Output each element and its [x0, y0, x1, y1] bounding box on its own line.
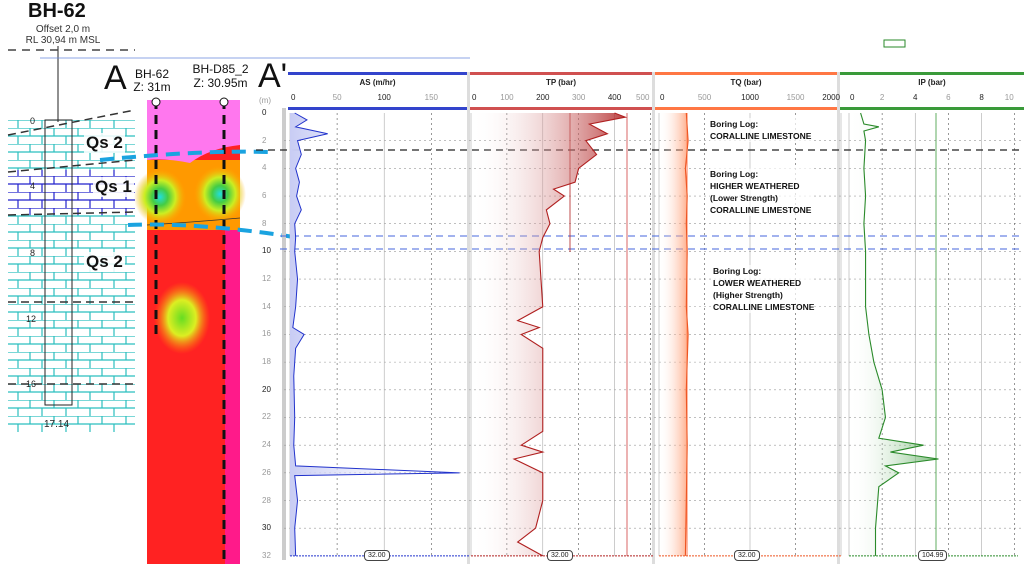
tp-axis-tick: 400: [607, 93, 622, 102]
depth-tick: 12: [262, 274, 271, 284]
tp-curve-fill: [471, 113, 626, 556]
annotation-higher-weathered: Boring Log: HIGHER WEATHERED (Lower Streng…: [710, 168, 812, 216]
borehole-title: BH-62: [28, 0, 86, 22]
log-depth-label: 4: [30, 181, 36, 191]
track-title-tp: TP (bar): [545, 78, 577, 87]
depth-tick: 16: [262, 329, 271, 339]
annotation-line: CORALLINE LIMESTONE: [710, 205, 812, 215]
ip-axis-tick: 2: [879, 93, 885, 102]
depth-tick: 18: [262, 357, 271, 367]
ip-axis-tick: 10: [1004, 93, 1014, 102]
depth-tick: 30: [262, 523, 271, 533]
tp-curve: [512, 112, 628, 557]
tq-axis-tick: 1500: [786, 93, 805, 102]
as-bottom-value: 32.00: [364, 550, 390, 561]
bh2-z: Z: 30.95m: [193, 76, 248, 90]
ip-axis-tick: 0: [850, 93, 855, 102]
layer-label: Qs 1: [93, 177, 134, 197]
resistivity-contour: [99, 97, 301, 564]
depth-tick: 28: [262, 495, 271, 505]
track-title-as: AS (m/hr): [359, 78, 396, 87]
annotation-coralline: Boring Log: CORALLINE LIMESTONE: [710, 118, 812, 142]
annotation-title: Boring Log:: [710, 119, 759, 129]
tp-axis-tick: 0: [472, 93, 477, 102]
tp-axis-tick: 100: [500, 93, 514, 102]
bh2-name: BH-D85_2: [192, 62, 249, 76]
depth-tick: 6: [262, 191, 267, 201]
depth-tick: 10: [262, 246, 271, 256]
ip-bottom-value: 104.99: [918, 550, 948, 561]
tp-axis-tick: 200: [536, 93, 550, 102]
depth-tick: 26: [262, 467, 271, 477]
annotation-line: HIGHER WEATHERED: [710, 181, 800, 191]
tq-curve-fill: [659, 113, 689, 556]
as-axis-tick: 50: [332, 93, 342, 102]
depth-tick: 24: [262, 440, 271, 450]
tp-axis-tick: 500: [636, 93, 650, 102]
depth-tick: 20: [262, 384, 271, 394]
ip-axis-tick: 8: [979, 93, 984, 102]
annotation-line: LOWER WEATHERED: [713, 278, 802, 288]
as-axis-tick: 150: [424, 93, 438, 102]
annotation-line: (Lower Strength): [710, 193, 778, 203]
ip-axis-tick: 6: [946, 93, 951, 102]
tq-axis-tick: 0: [660, 93, 665, 102]
layer-label: Qs 2: [84, 252, 125, 272]
annotation-line: CORALLINE LIMESTONE: [713, 302, 815, 312]
depth-tick: 4: [262, 163, 267, 173]
annotation-line: (Higher Strength): [713, 290, 783, 300]
tq-bottom-value: 32.00: [734, 550, 760, 561]
annotation-title: Boring Log:: [713, 266, 762, 276]
tq-axis-tick: 2000: [822, 93, 840, 102]
bh1-z: Z: 31m: [133, 80, 171, 94]
borehole-offset: Offset 2,0 m: [35, 24, 91, 35]
depth-tick: 32: [262, 550, 271, 560]
borehole-rl: RL 30,94 m MSL: [25, 35, 101, 46]
annotation-lower-weathered: Boring Log: LOWER WEATHERED (Higher Streng…: [713, 265, 815, 313]
layer-label: Qs 2: [84, 133, 125, 153]
log-chart-frame: [256, 72, 1024, 564]
as-axis-tick: 100: [377, 93, 391, 102]
annotation-title: Boring Log:: [710, 169, 759, 179]
ip-axis-tick: 4: [913, 93, 918, 102]
log-depth-label: 16: [26, 379, 37, 389]
tp-bottom-value: 32.00: [547, 550, 573, 561]
track-title-tq: TQ (bar): [730, 78, 762, 87]
tp-axis-tick: 300: [571, 93, 586, 102]
end-depth: 17.14: [44, 419, 70, 430]
depth-tick: 14: [262, 301, 271, 311]
track-title-ip: IP (bar): [918, 78, 946, 87]
depth-unit: (m): [259, 96, 271, 105]
small-selection-box[interactable]: [883, 39, 906, 48]
depth-tick: 8: [262, 218, 267, 228]
tq-curve: [684, 112, 689, 556]
section-end-label: A': [258, 57, 288, 95]
as-axis-tick: 0: [291, 93, 296, 102]
ip-curve: [860, 112, 939, 556]
depth-tick: 2: [262, 135, 267, 145]
bh1-name: BH-62: [134, 67, 169, 81]
log-depth-label: 8: [30, 248, 36, 258]
log-depth-label: 12: [26, 314, 37, 324]
ip-curve-fill: [849, 113, 939, 556]
annotation-line: CORALLINE LIMESTONE: [710, 131, 812, 141]
tq-axis-tick: 500: [697, 93, 712, 102]
log-depth-label: 0: [30, 116, 36, 126]
depth-tick: 0: [262, 108, 267, 117]
as-curve: [292, 112, 460, 556]
tq-axis-tick: 1000: [741, 93, 759, 102]
depth-tick: 22: [262, 412, 271, 422]
section-start-label: A: [104, 59, 127, 97]
